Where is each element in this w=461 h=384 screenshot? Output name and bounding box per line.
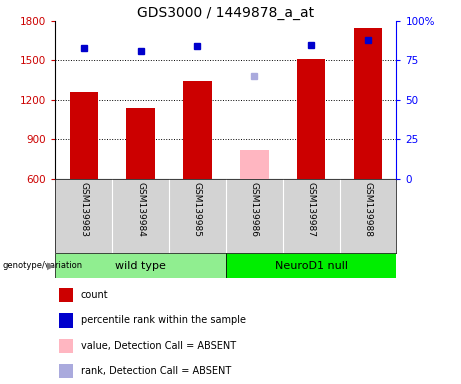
Bar: [183, 81, 212, 179]
Title: GDS3000 / 1449878_a_at: GDS3000 / 1449878_a_at: [137, 6, 314, 20]
Bar: [297, 59, 325, 179]
Bar: [126, 108, 155, 179]
Text: GSM139988: GSM139988: [364, 182, 372, 237]
Text: GSM139984: GSM139984: [136, 182, 145, 237]
Text: count: count: [81, 290, 108, 300]
Bar: [226, 253, 396, 278]
Bar: [240, 150, 268, 179]
Bar: [59, 364, 73, 378]
Text: GSM139983: GSM139983: [79, 182, 88, 237]
Bar: [70, 92, 98, 179]
Bar: [55, 253, 226, 278]
Text: ▶: ▶: [47, 261, 55, 271]
Text: NeuroD1 null: NeuroD1 null: [275, 261, 348, 271]
Bar: [59, 313, 73, 328]
Text: genotype/variation: genotype/variation: [3, 262, 83, 270]
Text: value, Detection Call = ABSENT: value, Detection Call = ABSENT: [81, 341, 236, 351]
Bar: [59, 339, 73, 353]
Text: rank, Detection Call = ABSENT: rank, Detection Call = ABSENT: [81, 366, 231, 376]
Text: GSM139985: GSM139985: [193, 182, 202, 237]
Text: wild type: wild type: [115, 261, 166, 271]
Bar: [59, 288, 73, 302]
Text: GSM139987: GSM139987: [307, 182, 316, 237]
Text: percentile rank within the sample: percentile rank within the sample: [81, 315, 246, 325]
Text: GSM139986: GSM139986: [250, 182, 259, 237]
Bar: [354, 28, 382, 179]
